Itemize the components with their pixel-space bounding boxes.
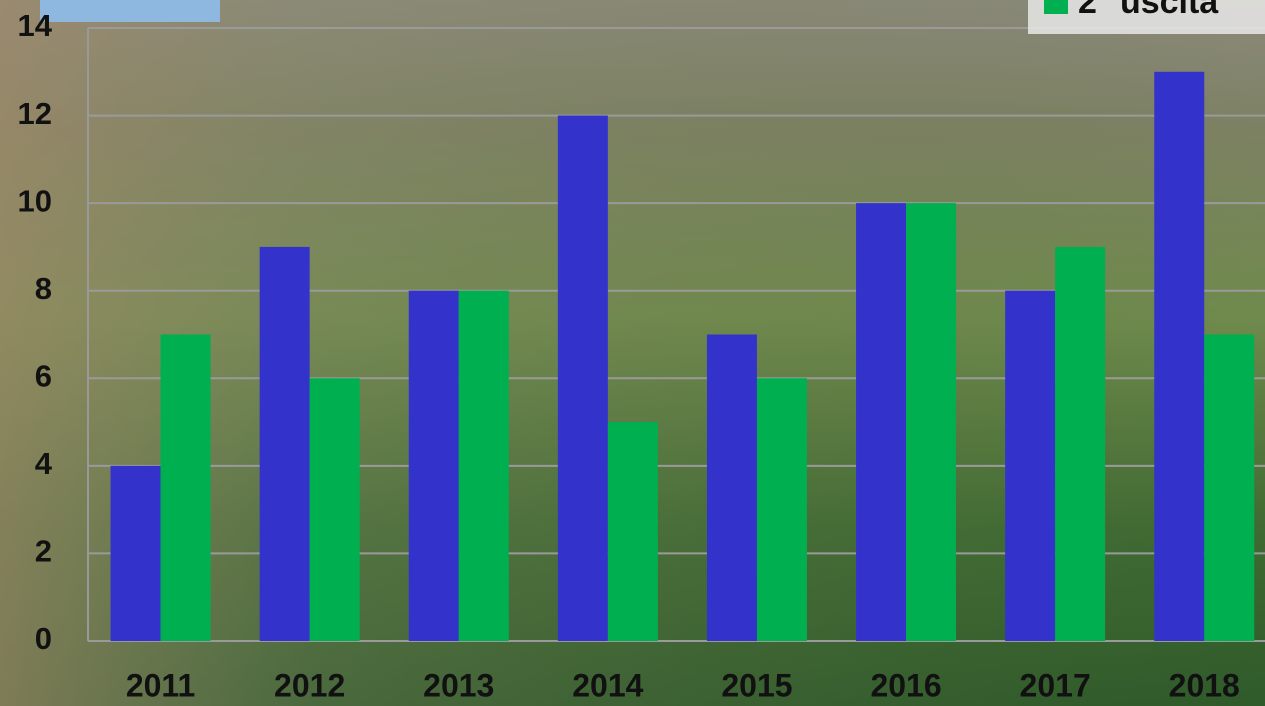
y-tick-label: 14 xyxy=(18,8,53,43)
sky-patch xyxy=(40,0,220,22)
y-tick-label: 12 xyxy=(18,96,52,131)
x-tick-label: 2011 xyxy=(126,667,195,703)
x-tick-label: 2015 xyxy=(721,667,792,703)
legend: 2° uscita xyxy=(1028,0,1265,34)
x-tick-label: 2017 xyxy=(1020,667,1091,703)
legend-label: 2° uscita xyxy=(1078,0,1219,21)
bar xyxy=(110,465,161,641)
bar xyxy=(557,115,608,642)
x-tick-label: 2012 xyxy=(274,667,345,703)
bar xyxy=(706,334,757,641)
y-tick-label: 4 xyxy=(35,446,53,481)
bar xyxy=(309,378,360,641)
bar xyxy=(408,290,459,641)
x-tick-label: 2018 xyxy=(1169,667,1240,703)
legend-swatch xyxy=(1044,0,1068,14)
y-tick-label: 0 xyxy=(35,621,52,656)
x-tick-label: 2014 xyxy=(572,667,643,703)
y-tick-label: 6 xyxy=(35,358,52,393)
x-tick-label: 2016 xyxy=(870,667,941,703)
bar xyxy=(1005,290,1056,641)
y-tick-label: 2 xyxy=(35,534,52,569)
bar xyxy=(1055,246,1106,641)
bar xyxy=(607,422,658,641)
bar xyxy=(1204,334,1255,641)
bar xyxy=(458,290,509,641)
bar xyxy=(756,378,807,641)
y-tick-label: 8 xyxy=(35,271,52,306)
y-tick-label: 10 xyxy=(18,183,52,218)
bar xyxy=(259,246,310,641)
bar xyxy=(906,203,957,641)
x-tick-label: 2013 xyxy=(423,667,494,703)
bar xyxy=(160,334,211,641)
bar xyxy=(856,203,907,641)
bar xyxy=(1154,71,1205,642)
